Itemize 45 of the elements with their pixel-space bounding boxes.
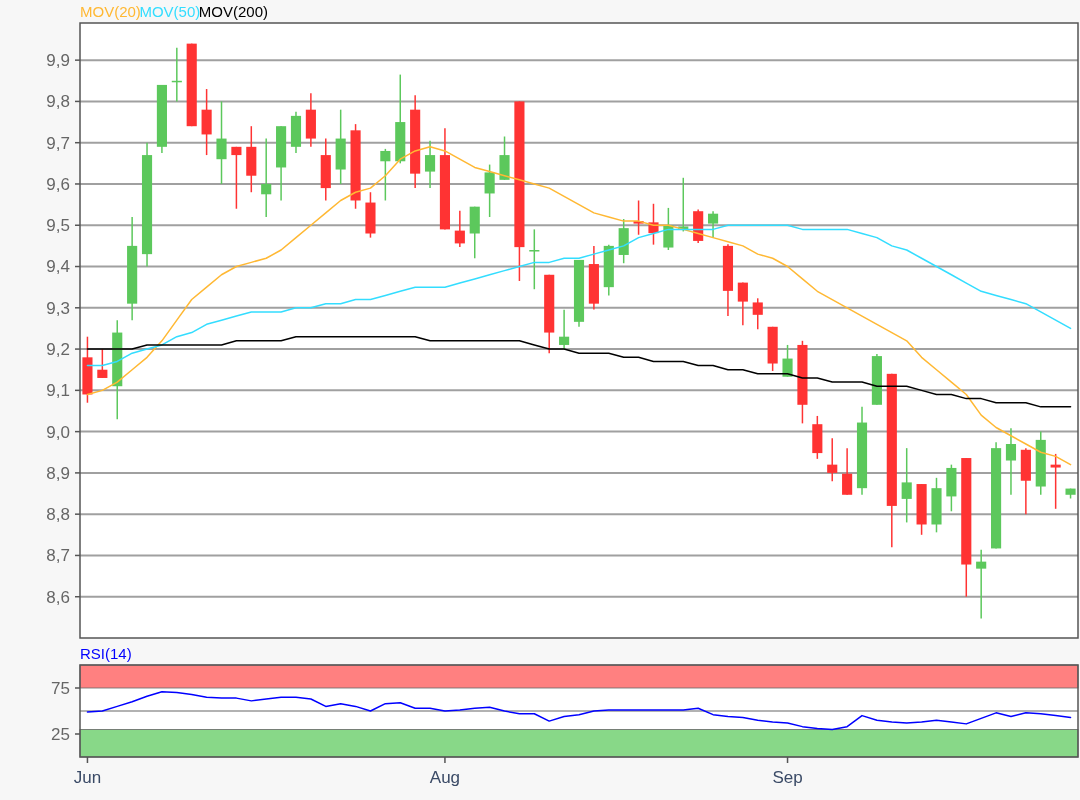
candlestick: [976, 548, 987, 620]
candlestick: [1050, 453, 1061, 510]
candlestick: [216, 100, 227, 185]
y-tick-label: 25: [51, 724, 70, 744]
y-tick-label: 9,6: [46, 174, 70, 194]
y-tick-label: 9,1: [46, 381, 70, 401]
line-series: [86, 335, 1072, 408]
y-tick-label: 8,6: [46, 587, 70, 607]
text: MOV(20): [80, 3, 141, 20]
y-tick-label: 9,4: [46, 257, 70, 277]
candlestick: [424, 139, 436, 189]
y-tick-label: 8,9: [46, 463, 70, 483]
y-tick-label: 9,9: [46, 51, 70, 71]
y-tick-label: 9,8: [46, 92, 70, 112]
candlestick: [1005, 427, 1017, 496]
y-tick-label: 8,7: [46, 546, 70, 566]
text: MOV(50): [139, 3, 201, 20]
candlestick: [484, 163, 495, 218]
candlestick: [737, 281, 748, 326]
y-tick-label: 9,5: [46, 216, 70, 236]
line-series: [86, 690, 1072, 731]
candlestick: [529, 228, 540, 290]
y-tick-label: 9,7: [46, 133, 70, 153]
candlestick: [663, 207, 674, 251]
y-tick-label: 9,0: [46, 422, 70, 442]
candlestick: [708, 210, 719, 239]
candlestick: [97, 348, 108, 379]
y-tick-label: 9,3: [46, 298, 70, 318]
x-tick-label: Sep: [772, 768, 803, 787]
y-tick-label: 8,8: [46, 505, 70, 525]
candlestick: [752, 297, 763, 331]
text: RSI(14): [80, 645, 132, 662]
x-tick-label: Aug: [429, 768, 461, 787]
candlestick: [827, 437, 838, 482]
x-tick-label: Jun: [73, 768, 102, 787]
y-tick-label: 75: [51, 678, 70, 698]
candlestick: [454, 210, 465, 248]
candlestick: [782, 344, 793, 378]
candlestick: [559, 309, 570, 350]
candlestick: [231, 146, 242, 210]
y-tick-label: 9,2: [46, 340, 70, 360]
candlestick: [842, 447, 853, 496]
candlestick: [380, 148, 391, 202]
candlestick: [261, 137, 272, 218]
candlestick: [901, 447, 912, 524]
